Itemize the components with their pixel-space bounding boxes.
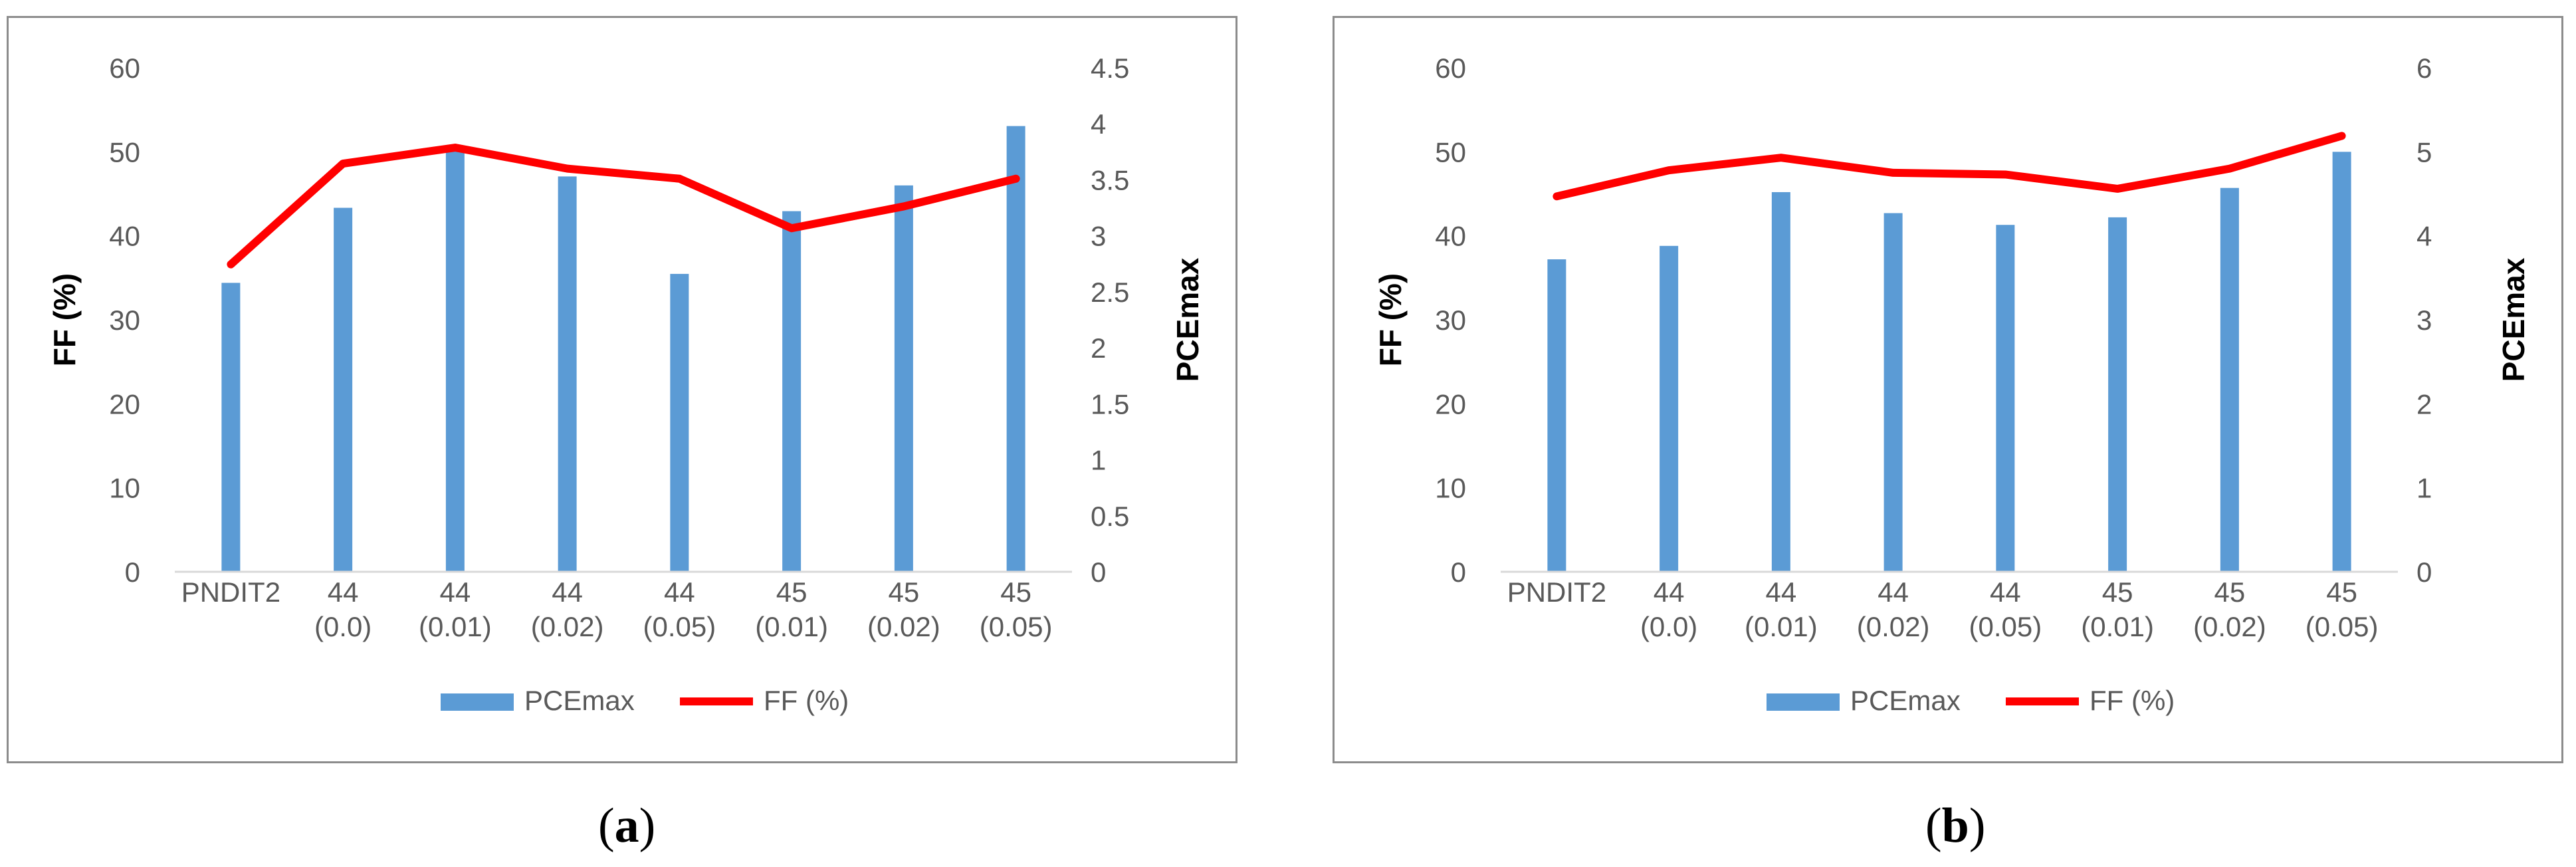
x-tick-label-a-6-0: 45 — [889, 576, 920, 608]
y-right-tick-label-b-4: 4 — [2416, 221, 2432, 252]
y-left-axis-title-a: FF (%) — [47, 273, 82, 367]
legend-swatch-bar-a — [441, 693, 514, 711]
x-tick-label-b-1-1: (0.0) — [1640, 611, 1697, 642]
x-tick-label-b-2-0: 44 — [1766, 576, 1797, 608]
x-tick-label-a-6-1: (0.02) — [867, 611, 940, 642]
x-tick-label-a-3-1: (0.02) — [531, 611, 604, 642]
legend-swatch-bar-b — [1767, 693, 1840, 711]
y-left-tick-label-a-2: 20 — [109, 388, 140, 420]
chart-panel-b: 0 10 20 30 40 50 60 0 1 2 3 4 5 6 FF (%) PCEmax PNDIT2 44… — [1333, 16, 2563, 763]
x-tick-label-b-4-0: 44 — [1990, 576, 2021, 608]
legend-label-line-a: FF (%) — [764, 685, 849, 716]
caption-a: (a) — [598, 799, 656, 853]
y-left-tick-label-b-6: 60 — [1435, 53, 1466, 84]
y-right-tick-label-b-5: 5 — [2416, 136, 2432, 168]
bar-a-0 — [221, 283, 241, 572]
y-right-tick-label-b-1: 1 — [2416, 473, 2432, 504]
chart-panel-a: 0 10 20 30 40 50 60 0 0.5 1 1.5 2 2.5 3 3.5 4 4.5 FF (%) P… — [7, 16, 1237, 763]
x-tick-label-a-7-0: 45 — [1000, 576, 1031, 608]
y-left-tick-label-b-2: 20 — [1435, 388, 1466, 420]
y-left-tick-label-b-5: 50 — [1435, 136, 1466, 168]
y-left-tick-label-a-6: 60 — [109, 53, 140, 84]
bar-a-2 — [445, 149, 465, 572]
bar-a-7 — [1006, 126, 1025, 572]
y-right-tick-label-a-3: 1.5 — [1091, 388, 1129, 420]
x-tick-label-a-5-1: (0.01) — [755, 611, 828, 642]
x-tick-label-a-1-0: 44 — [328, 576, 359, 608]
legend-label-bar-a: PCEmax — [524, 685, 635, 716]
y-right-tick-label-a-6: 3 — [1091, 221, 1106, 252]
x-tick-label-b-5-0: 45 — [2102, 576, 2133, 608]
line-series-b — [1553, 132, 2346, 201]
bar-a-6 — [894, 185, 913, 572]
bar-b-0 — [1547, 259, 1566, 572]
y-left-tick-label-a-5: 50 — [109, 136, 140, 168]
bar-b-2 — [1771, 191, 1790, 572]
y-right-tick-label-b-2: 2 — [2416, 388, 2432, 420]
bar-b-6 — [2220, 187, 2239, 572]
y-right-tick-label-a-5: 2.5 — [1091, 277, 1129, 308]
x-tick-label-b-3-0: 44 — [1878, 576, 1909, 608]
x-tick-label-b-3-1: (0.02) — [1857, 611, 1930, 642]
x-tick-label-a-5-0: 45 — [776, 576, 807, 608]
y-right-tick-label-b-3: 3 — [2416, 305, 2432, 336]
bar-a-4 — [670, 273, 689, 572]
y-left-tick-label-b-1: 10 — [1435, 473, 1466, 504]
y-right-tick-label-a-4: 2 — [1091, 332, 1106, 364]
x-tick-label-b-1-0: 44 — [1654, 576, 1685, 608]
x-tick-label-b-6-1: (0.02) — [2193, 611, 2266, 642]
y-left-tick-label-b-0: 0 — [1451, 557, 1466, 588]
x-tick-label-b-7-1: (0.05) — [2306, 611, 2379, 642]
x-tick-label-b-0-0: PNDIT2 — [1507, 576, 1606, 608]
y-right-tick-label-a-8: 4 — [1091, 108, 1106, 140]
bar-b-7 — [2332, 152, 2351, 572]
y-left-tick-label-a-0: 0 — [125, 557, 140, 588]
x-tick-label-b-4-1: (0.05) — [1969, 611, 2042, 642]
y-right-tick-label-a-7: 3.5 — [1091, 164, 1129, 195]
x-tick-label-b-7-0: 45 — [2326, 576, 2357, 608]
y-right-axis-title-a: PCEmax — [1170, 257, 1205, 382]
y-right-tick-label-a-0: 0 — [1091, 557, 1106, 588]
bar-a-1 — [334, 207, 353, 572]
y-left-axis-title-b: FF (%) — [1373, 273, 1408, 367]
y-left-tick-label-a-4: 40 — [109, 221, 140, 252]
x-tick-label-b-6-0: 45 — [2214, 576, 2246, 608]
y-left-tick-label-a-3: 30 — [109, 305, 140, 336]
x-tick-label-a-1-1: (0.0) — [314, 611, 372, 642]
y-right-tick-label-b-6: 6 — [2416, 53, 2432, 84]
chart-a-svg: 0 10 20 30 40 50 60 0 0.5 1 1.5 2 2.5 3 3.5 4 4.5 FF (%) P… — [47, 53, 1205, 716]
bar-b-5 — [2108, 217, 2127, 572]
y-left-tick-label-a-1: 10 — [109, 473, 140, 504]
y-right-tick-label-a-1: 0.5 — [1091, 501, 1129, 532]
legend-label-line-b: FF (%) — [2090, 685, 2175, 716]
x-tick-label-b-2-1: (0.01) — [1745, 611, 1818, 642]
bar-a-3 — [558, 176, 577, 572]
bar-b-3 — [1883, 213, 1903, 572]
y-right-tick-label-a-9: 4.5 — [1091, 53, 1129, 84]
legend-label-bar-b: PCEmax — [1850, 685, 1961, 716]
x-tick-label-a-0-0: PNDIT2 — [181, 576, 280, 608]
x-tick-label-a-4-1: (0.05) — [643, 611, 716, 642]
x-tick-label-a-3-0: 44 — [552, 576, 583, 608]
line-series-a — [227, 144, 1020, 269]
caption-b: (b) — [1925, 799, 1986, 853]
x-tick-label-b-5-1: (0.01) — [2081, 611, 2154, 642]
y-left-tick-label-b-3: 30 — [1435, 305, 1466, 336]
y-right-axis-title-b: PCEmax — [2496, 257, 2531, 382]
y-left-tick-label-b-4: 40 — [1435, 221, 1466, 252]
x-tick-label-a-2-1: (0.01) — [419, 611, 492, 642]
y-right-tick-label-b-0: 0 — [2416, 557, 2432, 588]
bar-b-1 — [1660, 245, 1679, 572]
x-tick-label-a-4-0: 44 — [664, 576, 695, 608]
bar-b-4 — [1996, 225, 2015, 572]
x-tick-label-a-7-1: (0.05) — [980, 611, 1053, 642]
bar-a-5 — [782, 211, 802, 572]
y-right-tick-label-a-2: 1 — [1091, 445, 1106, 476]
x-tick-label-a-2-0: 44 — [440, 576, 471, 608]
